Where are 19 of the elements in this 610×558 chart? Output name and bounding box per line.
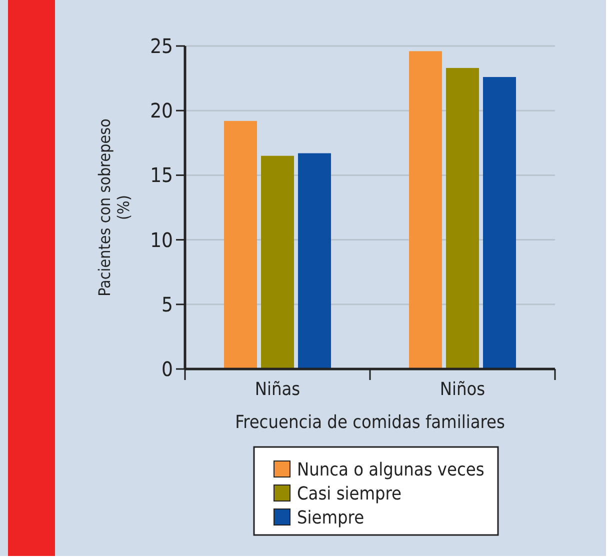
x-tick-label: Niñas — [254, 379, 300, 400]
x-axis-title: Frecuencia de comidas familiares — [235, 412, 505, 433]
bar — [483, 77, 516, 369]
bar — [298, 153, 331, 369]
y-tick-label: 10 — [150, 228, 173, 252]
y-tick-label: 5 — [162, 292, 173, 316]
bar — [224, 120, 257, 369]
bar — [261, 156, 294, 369]
legend-label: Nunca o algunas veces — [297, 459, 484, 480]
y-tick-label: 20 — [150, 98, 173, 123]
y-tick-label: 15 — [150, 163, 173, 188]
legend-label: Siempre — [297, 507, 364, 528]
x-tick-label: Niños — [440, 379, 486, 400]
y-tick-label: 0 — [162, 357, 173, 381]
bar — [409, 51, 442, 369]
y-tick-label: 25 — [150, 34, 173, 58]
bar — [446, 68, 479, 369]
y-axis-title: Pacientes con sobrepeso (%) — [95, 118, 133, 296]
legend-label: Casi siempre — [297, 483, 402, 504]
